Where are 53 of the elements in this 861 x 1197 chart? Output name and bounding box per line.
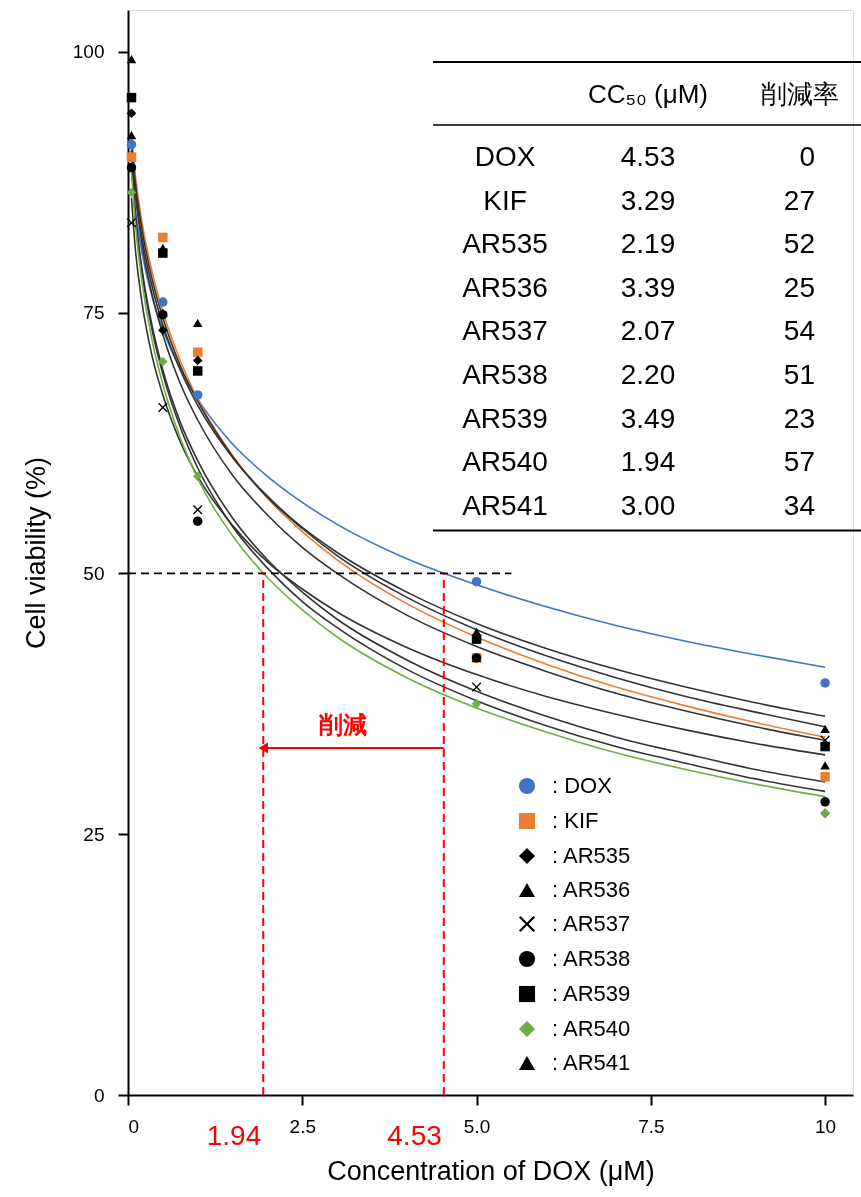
annotation: AR538 [462, 359, 548, 390]
x-tick-label: 5.0 [463, 1115, 491, 1137]
legend-label: : AR539 [552, 981, 631, 1006]
annotation: 3.00 [620, 489, 676, 521]
legend-label: : AR540 [552, 1016, 631, 1041]
y-tick-label: 0 [93, 1084, 105, 1106]
annotation: 54 [783, 315, 815, 347]
x-tick-label: 10 [815, 1115, 837, 1137]
y-tick-label: 100 [72, 41, 105, 63]
annotation: AR541 [462, 489, 548, 521]
annotation: AR536 [462, 271, 548, 303]
legend-label: : DOX [552, 773, 613, 798]
legend-label: : AR537 [552, 911, 631, 936]
annotation: 25 [783, 271, 815, 303]
annotation: 4.53 [620, 141, 676, 172]
annotation: 3.29 [620, 184, 676, 216]
annotation: 23 [783, 402, 815, 434]
annotation: CC₅₀ (μM) [588, 79, 708, 109]
annotation: KIF [483, 184, 527, 216]
legend-label: : AR535 [552, 843, 631, 868]
x-axis-title: Concentration of DOX (μM) [327, 1155, 655, 1186]
annotation: 3.39 [620, 271, 676, 303]
annotation: 0 [799, 141, 815, 172]
annotation: 2.19 [620, 228, 676, 260]
annotation: 2.07 [620, 315, 676, 347]
annotation: 削減 [318, 711, 368, 738]
y-tick-label: 50 [83, 562, 105, 584]
legend-label: : AR538 [552, 946, 631, 971]
y-tick-label: 75 [83, 302, 105, 324]
ref-line-label: 1.94 [206, 1120, 262, 1151]
annotation: 51 [783, 359, 815, 390]
legend-label: : AR541 [552, 1050, 631, 1075]
x-tick-label: 7.5 [638, 1115, 665, 1137]
annotation: AR535 [462, 228, 548, 260]
annotation: 3.49 [620, 402, 676, 434]
legend-label: : KIF [552, 808, 599, 833]
annotation: 2.20 [620, 359, 676, 390]
x-tick-label: 2.5 [289, 1115, 316, 1137]
annotation: AR539 [462, 402, 548, 434]
annotation: 57 [783, 446, 815, 478]
y-axis-title: Cell viability (%) [20, 456, 51, 650]
y-tick-label: 25 [83, 823, 105, 845]
annotation: AR540 [462, 446, 548, 478]
annotation: 27 [783, 184, 815, 216]
ref-line-label: 4.53 [387, 1120, 442, 1151]
annotation: AR537 [462, 315, 548, 347]
annotation: 52 [783, 228, 815, 260]
annotation: 削減率 [761, 79, 839, 109]
annotation: 34 [783, 489, 815, 521]
annotation: 1.94 [620, 446, 676, 478]
x-tick-label: 0 [128, 1115, 140, 1137]
legend-label: : AR536 [552, 877, 631, 902]
annotation: DOX [474, 141, 536, 172]
